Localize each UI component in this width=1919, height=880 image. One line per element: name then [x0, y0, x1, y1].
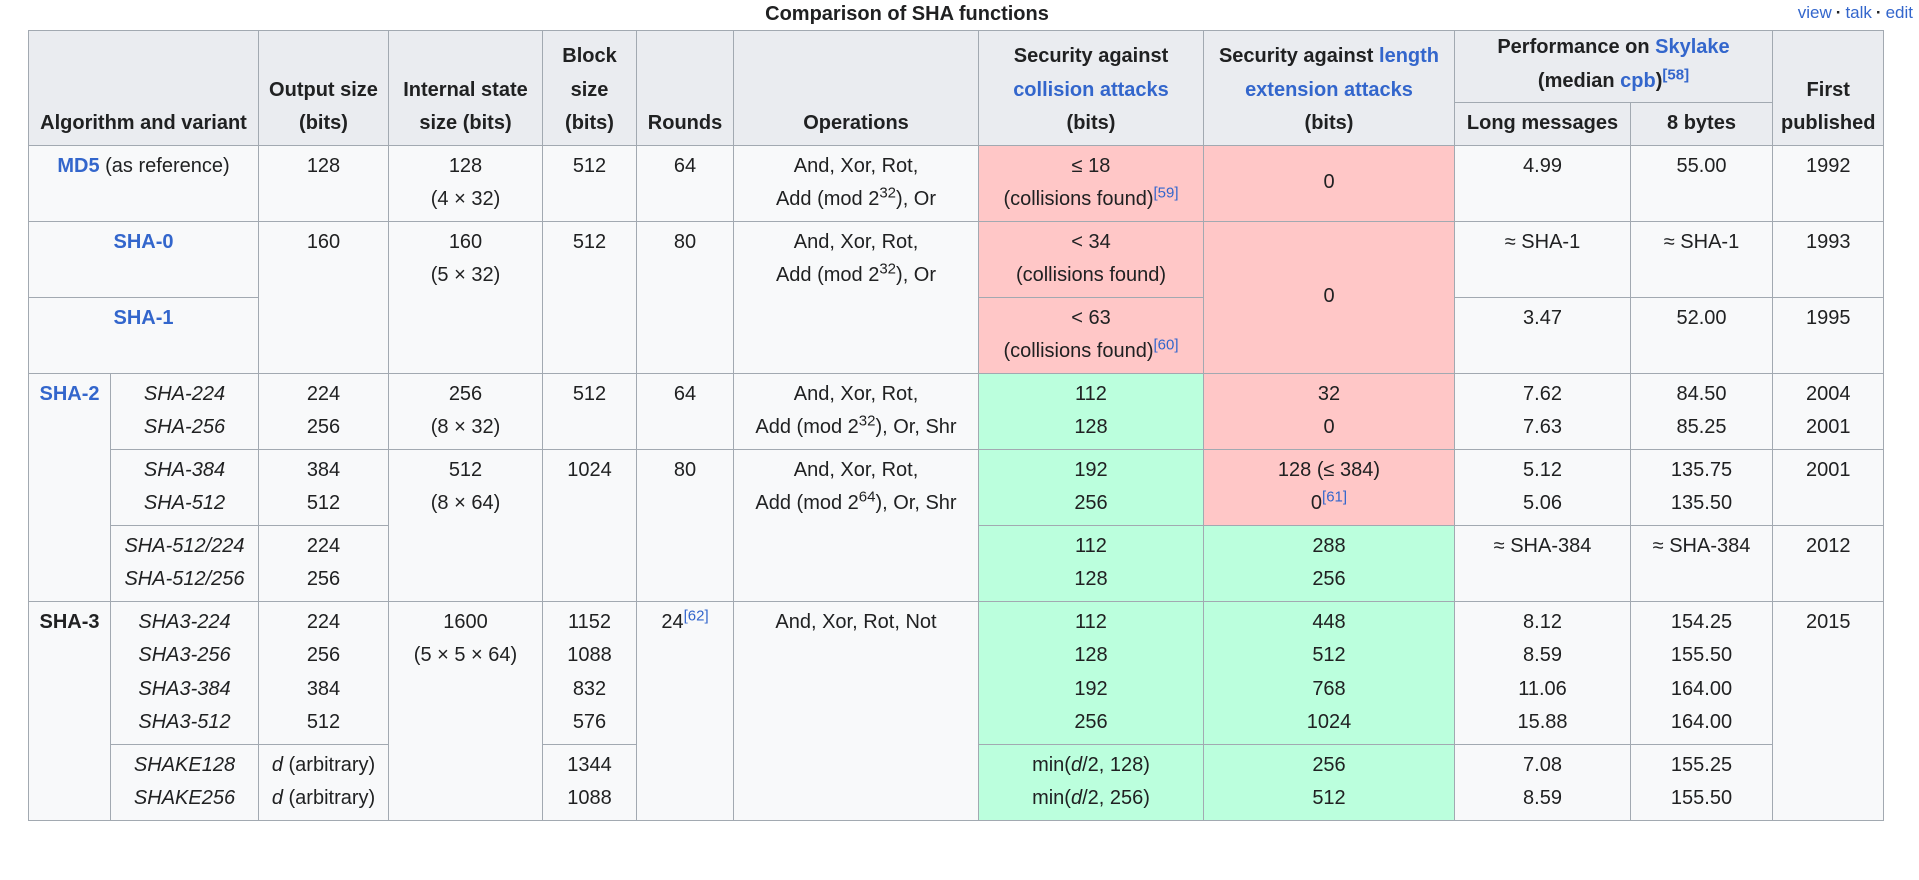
ref-60-link[interactable]: [60]: [1153, 336, 1179, 354]
header-collision-security: Security against collision attacks (bits): [978, 30, 1204, 146]
header-row: Algorithm and variant Output size (bits)…: [28, 30, 1885, 146]
sha0-link[interactable]: SHA-0: [113, 230, 174, 253]
header-first-published: First published: [1771, 30, 1885, 146]
header-8-bytes: 8 bytes: [1630, 102, 1773, 146]
algorithm-sha3: SHA-3: [28, 600, 111, 821]
ref-58-link[interactable]: [58]: [1662, 65, 1690, 83]
header-length-extension-security: Security against length extension attack…: [1203, 30, 1455, 146]
sha-comparison-table: Algorithm and variant Output size (bits)…: [28, 30, 1885, 821]
table-row-sha384-512: SHA-384 SHA-512 384 512 512 (8 × 64) 1024 8…: [29, 448, 1885, 602]
ref-62-link[interactable]: [62]: [683, 606, 709, 624]
skylake-link[interactable]: Skylake: [1655, 36, 1730, 58]
table-row-sha3: SHA-3 SHA3-224 SHA3-256 SHA3-384 SHA3-512 2…: [28, 600, 1885, 821]
header-output: Output size (bits): [258, 30, 389, 146]
navbox-links: view · talk · edit: [1797, 3, 1913, 22]
header-performance: Performance on Skylake (median cpb)[58]: [1454, 30, 1773, 103]
ref-61-link[interactable]: [61]: [1322, 488, 1348, 506]
sha1-link[interactable]: SHA-1: [113, 306, 174, 329]
table-row-md5: MD5 (as reference) 128 128 (4 × 32) 512 6…: [28, 144, 1885, 222]
edit-link[interactable]: edit: [1885, 3, 1913, 22]
collision-attacks-link[interactable]: collision attacks: [1013, 78, 1169, 101]
header-block: Block size (bits): [542, 30, 637, 146]
table-row-sha512t: SHA-512/224 SHA-512/256 224 256 112 128 288…: [29, 524, 1885, 602]
ref-59-link[interactable]: [59]: [1153, 184, 1179, 202]
header-subrow: Long messages 8 bytes: [29, 102, 1884, 146]
algorithm-sha2: SHA-2: [28, 372, 111, 602]
talk-link[interactable]: talk: [1845, 3, 1872, 22]
md5-collision-security: ≤ 18 (collisions found)[59]: [978, 144, 1204, 222]
table-row-sha0: SHA-0 160 160 (5 × 32) 512 80 And, Xor, R…: [28, 220, 1885, 374]
sha0-collision-security: < 34 (collisions found): [978, 220, 1204, 298]
cpb-link[interactable]: cpb: [1620, 69, 1656, 92]
sha0-sha1-length-extension-security: 0: [1203, 220, 1455, 374]
header-operations: Operations: [733, 30, 979, 146]
algorithm-sha1: SHA-1: [28, 296, 259, 374]
table-row-shake: SHAKE128 SHAKE256 d (arbitrary) d (arbitra…: [29, 743, 1884, 821]
sha1-collision-security: < 63 (collisions found)[60]: [978, 296, 1204, 374]
md5-link[interactable]: MD5: [57, 154, 100, 177]
header-rounds: Rounds: [636, 30, 734, 146]
table-caption: Comparison of SHA functions: [765, 3, 1049, 25]
length-extension-attacks-link[interactable]: length extension attacks: [1245, 45, 1440, 101]
header-internal: Internal state size (bits): [388, 30, 543, 146]
algorithm-md5: MD5 (as reference): [28, 144, 259, 222]
table-row-sha1: SHA-1 < 63 (collisions found)[60] 3.47 52…: [28, 296, 1885, 374]
header-long-messages: Long messages: [1454, 102, 1631, 146]
view-link[interactable]: view: [1797, 3, 1832, 22]
header-algorithm: Algorithm and variant: [28, 30, 259, 146]
md5-length-extension-security: 0: [1203, 144, 1455, 222]
table-row-sha224-256: SHA-2 SHA-224 SHA-256 224 256 256 (8 × 32) …: [28, 372, 1885, 602]
sha2-link[interactable]: SHA-2: [39, 382, 100, 405]
algorithm-sha0: SHA-0: [28, 220, 259, 298]
